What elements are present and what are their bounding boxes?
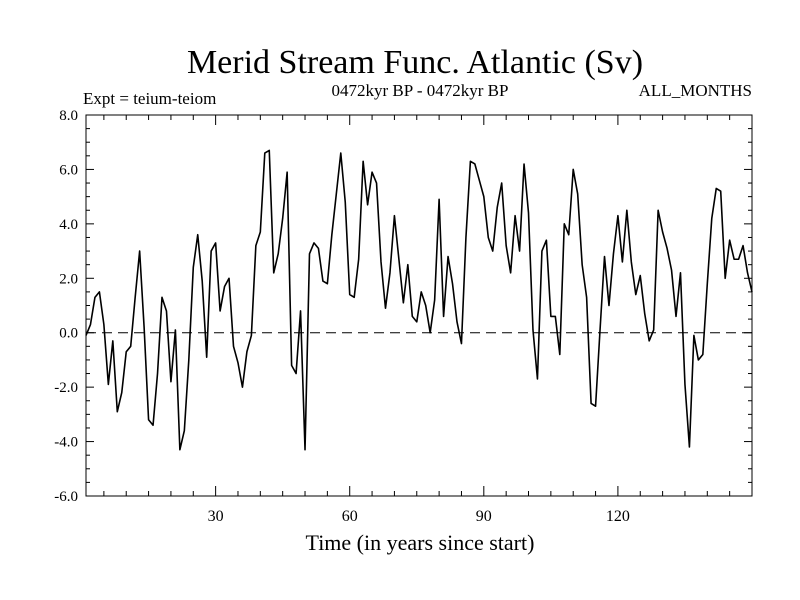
y-tick-label: -6.0 xyxy=(54,489,78,505)
y-tick-label: -2.0 xyxy=(54,380,78,396)
x-axis-label: Time (in years since start) xyxy=(306,530,535,555)
y-tick-label: 8.0 xyxy=(59,108,78,124)
x-tick-label: 120 xyxy=(606,508,630,525)
y-tick-label: 4.0 xyxy=(59,217,78,233)
chart-subtitle-center: 0472kyr BP - 0472kyr BP xyxy=(332,81,509,100)
chart-subtitle-right: ALL_MONTHS xyxy=(639,81,752,100)
chart-title: Merid Stream Func. Atlantic (Sv) xyxy=(187,44,643,81)
x-tick-label: 30 xyxy=(208,508,224,525)
x-tick-label: 60 xyxy=(342,508,358,525)
y-tick-label: 0.0 xyxy=(59,326,78,342)
y-tick-label: 6.0 xyxy=(59,162,78,178)
x-tick-label: 90 xyxy=(476,508,492,525)
y-tick-label: 2.0 xyxy=(59,271,78,287)
series-line xyxy=(85,149,753,451)
y-tick-label: -4.0 xyxy=(54,435,78,451)
chart-subtitle-left: Expt = teium-teiom xyxy=(83,89,216,108)
